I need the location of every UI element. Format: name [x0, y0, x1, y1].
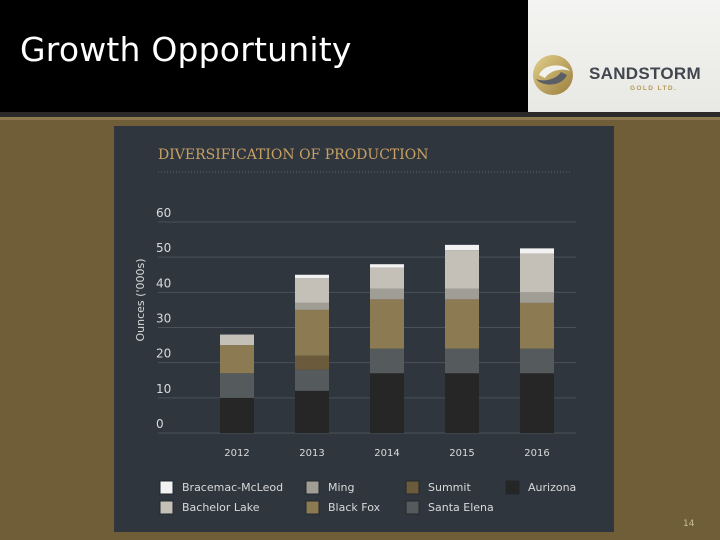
bar-segment: [220, 345, 254, 374]
bar-segment: [445, 288, 479, 300]
y-axis-label: Ounces ('000s): [134, 259, 147, 342]
bar-segment: [370, 348, 404, 374]
bar-segment: [295, 369, 329, 391]
title-bar: Growth Opportunity: [0, 0, 528, 112]
header-divider: [0, 112, 720, 117]
bar-segment: [370, 264, 404, 268]
bar-segment: [370, 288, 404, 300]
legend-swatch: [159, 500, 174, 515]
legend-label: Bracemac-McLeod: [182, 481, 283, 494]
bar-segment: [520, 292, 554, 303]
production-chart: DIVERSIFICATION OF PRODUCTION 0 10 20 30 40 5…: [134, 147, 576, 515]
legend-label: Bachelor Lake: [182, 501, 260, 514]
bar-segment: [220, 334, 254, 346]
bar-segment: [295, 274, 329, 279]
x-tick-label: 2016: [524, 448, 549, 459]
y-tick-label: 0: [156, 417, 164, 431]
legend-swatch: [405, 480, 420, 495]
header-strip: [0, 117, 720, 120]
legend-label: Santa Elena: [428, 501, 494, 514]
bar-segment: [520, 348, 554, 374]
y-tick-label: 20: [156, 347, 171, 361]
bar-segment: [370, 267, 404, 289]
legend-swatch: [305, 480, 320, 495]
y-tick-label: 40: [156, 276, 171, 290]
bar-segment: [295, 278, 329, 303]
x-tick-label: 2015: [449, 448, 474, 459]
legend-swatch: [305, 500, 320, 515]
x-tick-label: 2013: [299, 448, 324, 459]
bar-segment: [295, 302, 329, 310]
bar-segment: [370, 373, 404, 433]
y-tick-label: 50: [156, 241, 171, 255]
bar-segment: [220, 373, 254, 398]
y-tick-label: 30: [156, 312, 171, 326]
bar-segment: [295, 355, 329, 370]
y-tick-label: 10: [156, 382, 171, 396]
sandstorm-logo: SANDSTORM GOLD LTD.: [528, 0, 720, 112]
bar-segment: [445, 244, 479, 251]
page-number: 14: [683, 519, 695, 529]
axis-ticks: 0 10 20 30 40 50 60 2012 2013 2014 2015 2016: [156, 206, 550, 459]
legend-label: Black Fox: [328, 501, 381, 514]
bar-segment: [220, 397, 254, 433]
legend-swatch: [405, 500, 420, 515]
legend-label: Aurizona: [528, 481, 576, 494]
bar-segment: [520, 373, 554, 433]
y-tick-label: 60: [156, 206, 171, 220]
bar-segment: [295, 390, 329, 433]
legend-label: Summit: [428, 481, 471, 494]
bar-segment: [370, 299, 404, 349]
bar-segment: [520, 253, 554, 293]
chart-panel: DIVERSIFICATION OF PRODUCTION 0 10 20 30 40 5…: [114, 126, 614, 532]
bar-segment: [445, 373, 479, 433]
logo-wordmark: SANDSTORM: [589, 64, 701, 83]
bar-segment: [520, 302, 554, 349]
bar-segment: [445, 299, 479, 349]
logo-subtitle: GOLD LTD.: [630, 85, 678, 92]
bar-segment: [445, 250, 479, 289]
legend-swatch: [505, 480, 520, 495]
bar-segment: [445, 348, 479, 374]
bar-segment: [295, 309, 329, 356]
x-tick-label: 2014: [374, 448, 399, 459]
bars: [220, 244, 554, 433]
legend-label: Ming: [328, 481, 355, 494]
slide-title: Growth Opportunity: [20, 30, 352, 69]
legend-swatch: [159, 480, 174, 495]
sandstorm-swirl-icon: [533, 55, 573, 95]
x-tick-label: 2012: [224, 448, 249, 459]
legend: Bracemac-McLeod Ming Summit Aurizona Bachelo…: [159, 480, 576, 515]
bar-segment: [520, 248, 554, 254]
chart-title: DIVERSIFICATION OF PRODUCTION: [158, 147, 429, 163]
